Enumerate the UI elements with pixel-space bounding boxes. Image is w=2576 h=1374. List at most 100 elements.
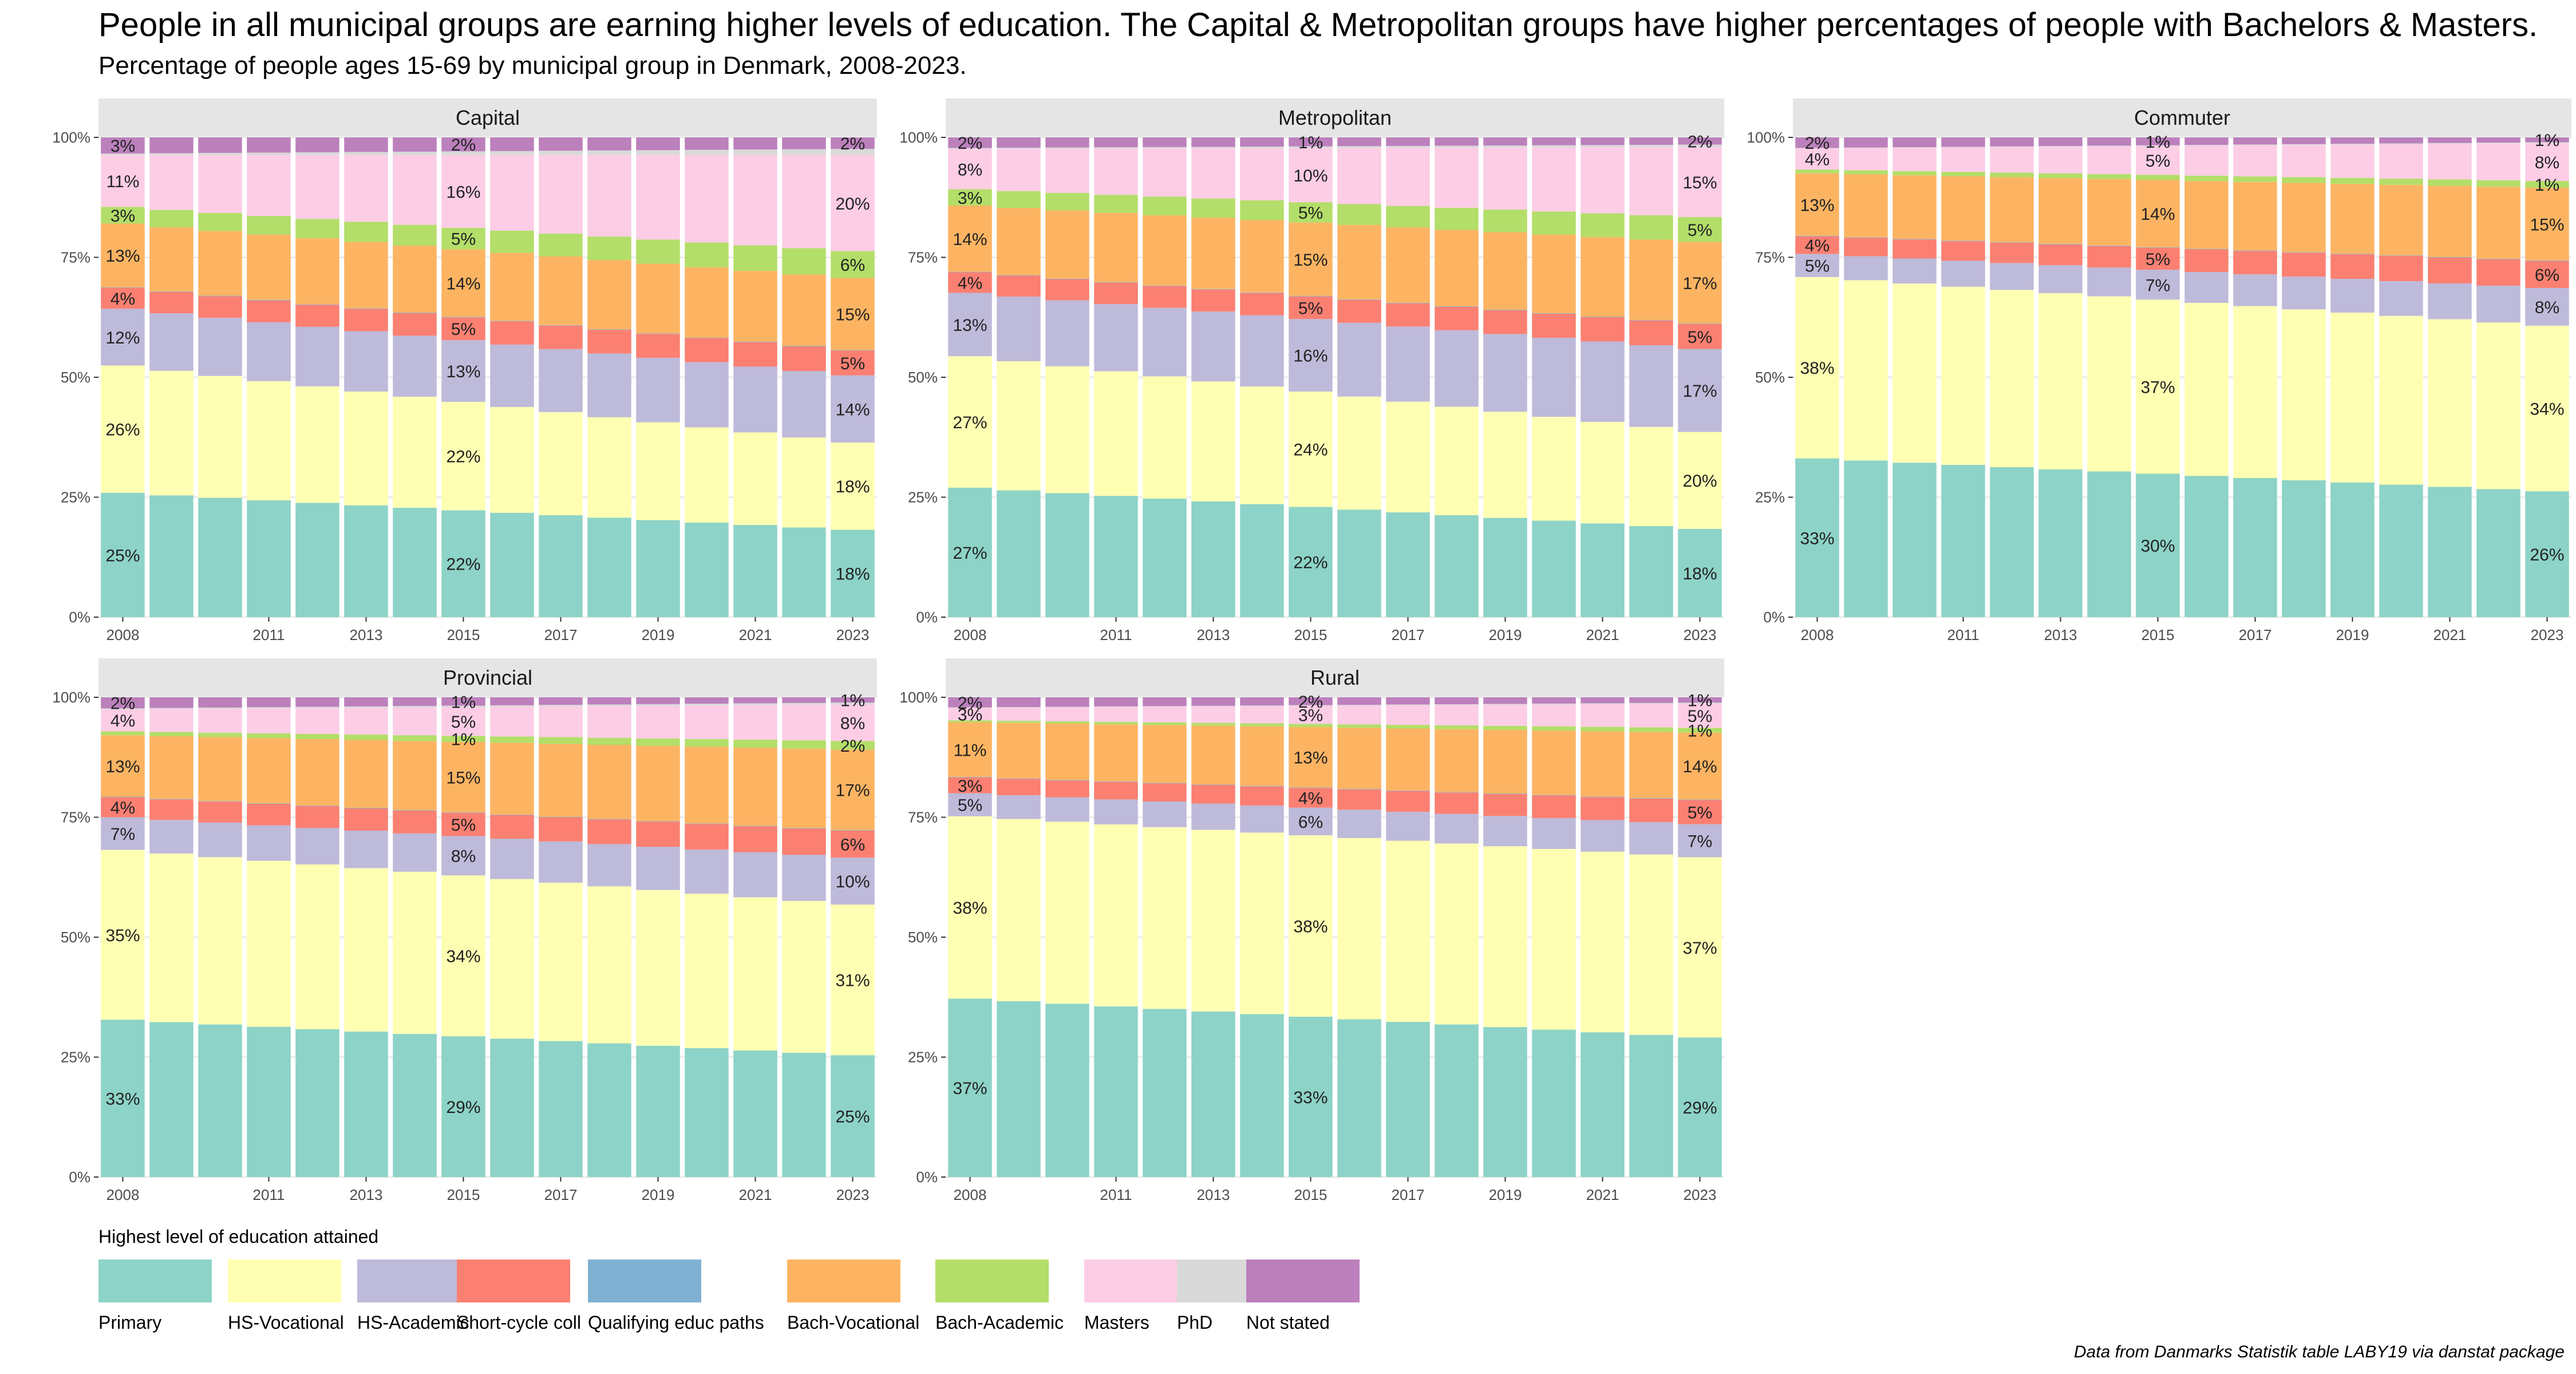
bar-segment-bach-academic bbox=[1143, 196, 1187, 215]
data-label: 5% bbox=[1298, 204, 1323, 223]
bar-segment-bach-vocational bbox=[1483, 232, 1527, 310]
legend-key bbox=[98, 1260, 212, 1302]
bar-segment-hs-vocational bbox=[831, 905, 875, 1056]
bar-segment-not-stated bbox=[490, 137, 534, 151]
bar-segment-phd bbox=[1629, 702, 1673, 704]
bar-segment-short-cycle-coll bbox=[344, 808, 388, 831]
bar-segment-hs-vocational bbox=[948, 816, 992, 999]
bar-segment-primary bbox=[441, 1036, 485, 1177]
x-tick-label: 2023 bbox=[1684, 1186, 1717, 1203]
bar-segment-phd bbox=[1337, 146, 1381, 148]
bar-segment-phd bbox=[636, 704, 680, 706]
bar-segment-hs-academic bbox=[831, 857, 875, 905]
bar-segment-bach-vocational bbox=[1795, 173, 1839, 236]
bar-segment-short-cycle-coll bbox=[685, 824, 729, 850]
data-label: 38% bbox=[1293, 917, 1327, 936]
bar-segment-primary bbox=[1941, 465, 1985, 617]
bar-segment-hs-vocational bbox=[948, 356, 992, 488]
bar-2022 bbox=[782, 137, 826, 617]
bar-2017 bbox=[1386, 697, 1430, 1177]
bar-segment-primary bbox=[733, 525, 777, 617]
bar-segment-qualifying-educ-paths bbox=[393, 810, 437, 811]
data-label: 38% bbox=[953, 899, 987, 918]
data-label: 10% bbox=[1293, 167, 1327, 185]
bar-segment-short-cycle-coll bbox=[1337, 299, 1381, 323]
data-label: 2% bbox=[1688, 132, 1712, 151]
bar-segment-bach-academic bbox=[636, 239, 680, 264]
data-label: 5% bbox=[1688, 804, 1712, 823]
data-label: 1% bbox=[1298, 133, 1323, 152]
bar-segment-bach-vocational bbox=[587, 744, 631, 819]
x-tick-label: 2015 bbox=[1294, 626, 1327, 643]
bar-segment-not-stated bbox=[1893, 137, 1937, 148]
bar-segment-hs-academic bbox=[997, 297, 1041, 361]
bar-segment-hs-academic bbox=[490, 839, 534, 879]
bar-segment-short-cycle-coll bbox=[1795, 236, 1839, 254]
bar-segment-bach-vocational bbox=[831, 278, 875, 350]
data-label: 29% bbox=[1682, 1099, 1717, 1118]
bar-segment-bach-vocational bbox=[1532, 731, 1576, 795]
bar-segment-bach-academic bbox=[1045, 721, 1089, 724]
bar-segment-hs-academic bbox=[490, 344, 534, 407]
y-tick-label: 100% bbox=[900, 129, 938, 146]
bar-segment-primary bbox=[1240, 1014, 1284, 1177]
data-label: 4% bbox=[1805, 236, 1830, 255]
bar-segment-phd bbox=[587, 704, 631, 706]
data-label: 2% bbox=[110, 694, 135, 713]
bar-segment-short-cycle-coll bbox=[1629, 320, 1673, 346]
data-label: 18% bbox=[835, 565, 870, 584]
bar-segment-bach-academic bbox=[2233, 176, 2277, 182]
legend-label: Qualifying educ paths bbox=[588, 1312, 764, 1333]
bar-segment-short-cycle-coll bbox=[490, 815, 534, 839]
bar-segment-phd bbox=[490, 705, 534, 707]
bar-segment-bach-academic bbox=[2476, 180, 2520, 187]
bar-2012 bbox=[295, 137, 339, 617]
bar-2022 bbox=[782, 697, 826, 1177]
bar-segment-bach-vocational bbox=[997, 208, 1041, 275]
bar-segment-phd bbox=[2038, 146, 2083, 147]
bar-segment-qualifying-educ-paths bbox=[539, 325, 583, 326]
bar-segment-hs-vocational bbox=[1435, 843, 1479, 1025]
bar-segment-short-cycle-coll bbox=[1386, 303, 1430, 327]
bar-segment-not-stated bbox=[587, 697, 631, 705]
data-label: 22% bbox=[446, 448, 480, 467]
bar-segment-phd bbox=[1581, 703, 1625, 705]
bar-segment-not-stated bbox=[2038, 137, 2083, 147]
bar-segment-primary bbox=[1678, 1037, 1722, 1177]
bar-segment-short-cycle-coll bbox=[1094, 781, 1138, 800]
data-label: 3% bbox=[958, 189, 982, 208]
panel-title: Metropolitan bbox=[1278, 106, 1392, 129]
bar-segment-hs-vocational bbox=[1045, 366, 1089, 493]
bar-segment-masters bbox=[685, 705, 729, 739]
data-label: 5% bbox=[1688, 328, 1712, 347]
bar-segment-not-stated bbox=[831, 137, 875, 149]
bar-segment-primary bbox=[831, 530, 875, 617]
bar-segment-bach-academic bbox=[1795, 169, 1839, 173]
data-label: 13% bbox=[1800, 196, 1834, 215]
bar-segment-masters bbox=[1483, 705, 1527, 726]
x-tick-label: 2017 bbox=[2239, 626, 2272, 643]
bar-segment-hs-academic bbox=[1532, 818, 1576, 849]
bar-segment-hs-vocational bbox=[1337, 838, 1381, 1020]
bar-2010 bbox=[1045, 137, 1089, 617]
bar-2018 bbox=[587, 697, 631, 1177]
bar-2010 bbox=[1893, 137, 1937, 617]
bar-segment-hs-vocational bbox=[1191, 830, 1235, 1012]
bar-segment-bach-academic bbox=[1337, 724, 1381, 728]
bar-segment-primary bbox=[101, 492, 145, 617]
x-tick-label: 2008 bbox=[954, 1186, 987, 1203]
bar-segment-short-cycle-coll bbox=[2038, 244, 2083, 266]
bar-segment-masters bbox=[295, 155, 339, 219]
bar-segment-masters bbox=[101, 709, 145, 732]
bar-segment-bach-academic bbox=[2087, 174, 2131, 179]
bar-segment-primary bbox=[1629, 1035, 1673, 1177]
bar-2021 bbox=[733, 137, 777, 617]
bar-segment-bach-academic bbox=[1386, 725, 1430, 729]
bar-segment-hs-academic bbox=[1143, 801, 1187, 827]
chart-caption: Data from Danmarks Statistik table LABY1… bbox=[2073, 1343, 2565, 1361]
bar-segment-hs-academic bbox=[1990, 263, 2034, 290]
x-tick-label: 2008 bbox=[106, 1186, 140, 1203]
bar-2016 bbox=[1337, 697, 1381, 1177]
data-label: 27% bbox=[953, 413, 987, 432]
bar-segment-bach-vocational bbox=[831, 749, 875, 831]
